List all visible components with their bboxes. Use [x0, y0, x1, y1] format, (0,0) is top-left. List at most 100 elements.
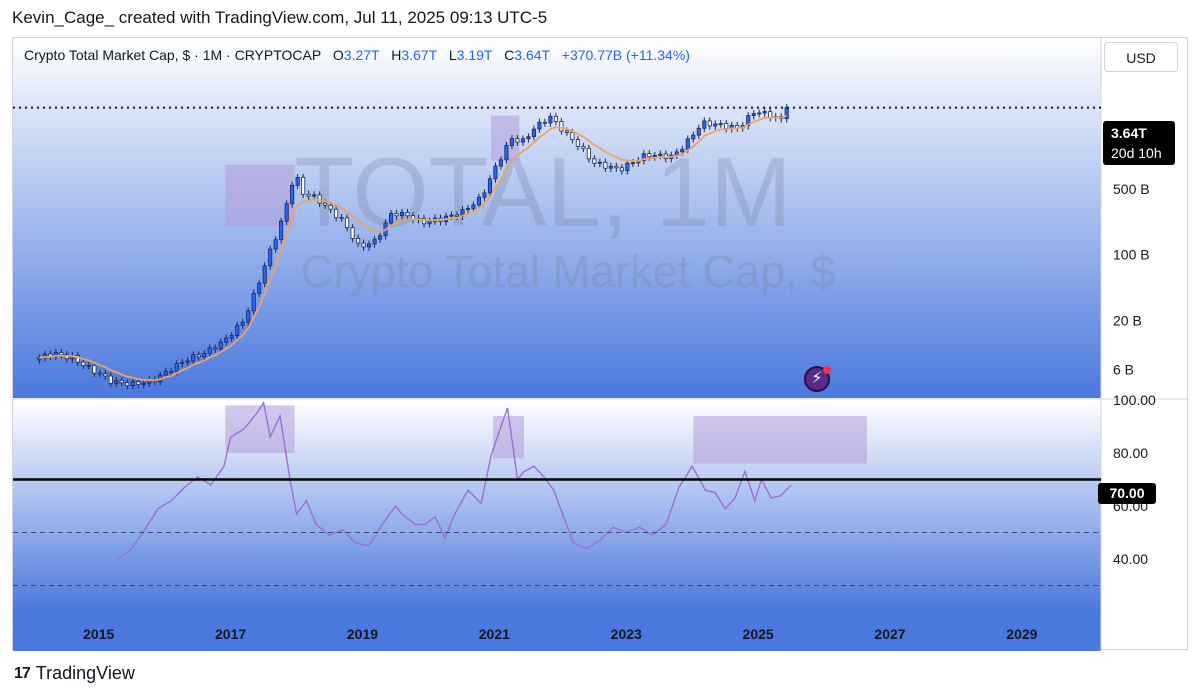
time-tick-label: 2029 [1006, 626, 1037, 642]
candle-body [163, 370, 168, 376]
candle-body [262, 265, 267, 284]
candle-body [356, 238, 361, 244]
candle-body [526, 136, 531, 140]
candle-body [597, 161, 602, 164]
notification-dot [823, 366, 831, 374]
candle-body [125, 382, 130, 386]
tradingview-mark-icon: 17 [14, 664, 31, 682]
price-tick-label: 500 B [1113, 181, 1150, 197]
candle-body [658, 153, 663, 156]
candle-body [471, 204, 476, 209]
time-tick-label: 2025 [743, 626, 774, 642]
candle-body [575, 139, 580, 147]
candle-body [235, 324, 240, 336]
candle-body [581, 146, 586, 149]
candle-body [399, 211, 405, 217]
candle-body [465, 208, 471, 210]
candle-body [614, 165, 619, 169]
candle-body [784, 107, 789, 120]
candle-body [185, 360, 190, 363]
candle-body [652, 155, 657, 158]
candle-body [504, 145, 509, 161]
symbol-description: Crypto Total Market Cap, $ · 1M · CRYPTO… [24, 47, 322, 63]
rsi-highlight-zone [693, 415, 867, 464]
candle-body [768, 111, 773, 118]
candle-body [75, 355, 80, 363]
currency-selector[interactable]: USD [1104, 42, 1178, 72]
candle-body [306, 193, 311, 197]
candle-body [619, 167, 624, 172]
candle-body [317, 194, 322, 204]
candle-body [174, 363, 179, 372]
candle-body [685, 138, 690, 150]
low-value: 3.19T [456, 47, 493, 63]
candle-body [273, 239, 278, 250]
candle-body [520, 138, 525, 143]
candle-body [542, 121, 547, 124]
candle-body [389, 212, 394, 224]
rsi-highlight-zones [225, 405, 867, 464]
chart-canvas[interactable]: TOTAL, 1M Crypto Total Market Cap, $ 10 … [13, 38, 1189, 651]
rsi-line [118, 400, 792, 560]
candle-body [482, 192, 487, 198]
candle-body [141, 382, 146, 386]
moving-average-line [39, 114, 788, 382]
watermark-name: Crypto Total Market Cap, $ [301, 246, 835, 297]
candle-body [295, 177, 300, 186]
candle-body [180, 361, 185, 364]
chart-frame[interactable]: TOTAL, 1M Crypto Total Market Cap, $ 10 … [12, 37, 1189, 651]
candle-body [130, 381, 135, 386]
candle-body [196, 354, 201, 358]
rsi-tick-label: 40.00 [1113, 551, 1148, 567]
candle-body [103, 373, 108, 377]
candle-body [367, 243, 372, 248]
rsi-highlight-zone [225, 405, 295, 453]
candle-body [136, 381, 141, 386]
rsi-series [118, 400, 792, 560]
high-label: H [391, 47, 402, 63]
candle-body [290, 184, 295, 205]
rsi-level-tag: 70.00 [1098, 483, 1156, 504]
candle-body [224, 337, 229, 343]
symbol-legend: Crypto Total Market Cap, $ · 1M · CRYPTO… [24, 47, 690, 63]
candle-body [218, 341, 223, 350]
candle-body [531, 128, 536, 138]
candle-body [586, 147, 591, 160]
price-pane-background [13, 38, 1101, 398]
time-tick-label: 2023 [611, 626, 642, 642]
candle-body [284, 203, 289, 222]
candle-body [119, 379, 124, 384]
time-tick-label: 2015 [83, 626, 114, 642]
price-tick-label: 20 B [1113, 312, 1142, 328]
bar-countdown: 20d 10h [1111, 145, 1162, 161]
candle-body [312, 194, 317, 197]
change-value: +370.77B (+11.34%) [561, 47, 690, 63]
candle-body [191, 354, 196, 362]
candle-body [207, 347, 212, 354]
candle-body [647, 153, 652, 158]
candle-body [608, 165, 613, 169]
candle-body [268, 248, 273, 267]
rsi-tick-label: 80.00 [1113, 445, 1148, 461]
reference-lines [13, 106, 1101, 586]
time-axis-background [13, 612, 1101, 651]
candle-body [350, 227, 355, 239]
candle-body [751, 113, 756, 116]
candle-body [323, 202, 328, 206]
candle-body [564, 130, 569, 133]
candle-body [279, 220, 284, 241]
rsi-pane-background [13, 400, 1101, 612]
candle-body [707, 120, 712, 127]
candle-body [378, 235, 383, 240]
price-highlight-zone [225, 164, 295, 227]
candle-body [696, 127, 701, 136]
tradingview-logo[interactable]: 17 TradingView [14, 663, 135, 684]
candle-body [553, 115, 558, 122]
candle-body [476, 196, 482, 206]
last-price-value: 3.64T [1111, 125, 1147, 141]
candle-body [691, 134, 696, 140]
candle-body [724, 123, 729, 130]
candle-body [592, 158, 597, 164]
candle-body [493, 165, 498, 180]
